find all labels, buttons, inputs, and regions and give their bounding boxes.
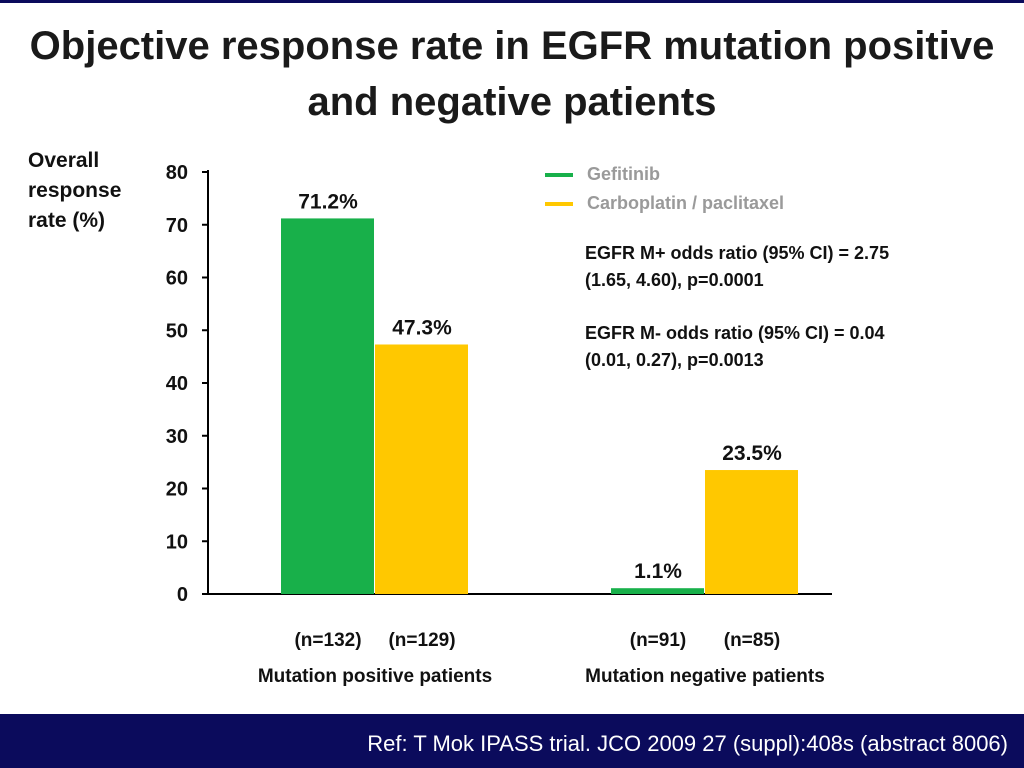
footer-reference: Ref: T Mok IPASS trial. JCO 2009 27 (sup…: [367, 731, 1008, 756]
footer-bar: Ref: T Mok IPASS trial. JCO 2009 27 (sup…: [0, 714, 1024, 768]
bar: [705, 470, 798, 594]
legend-item-gefitinib: Gefitinib: [545, 160, 784, 189]
slide-title: Objective response rate in EGFR mutation…: [29, 24, 995, 124]
y-tick-label: 10: [166, 531, 188, 553]
data-label: 23.5%: [722, 442, 782, 465]
y-tick-label: 20: [166, 479, 188, 501]
bar: [281, 218, 374, 595]
category-label: Mutation positive patients: [258, 666, 492, 687]
n-label: (n=132): [294, 630, 361, 651]
y-tick-label: 80: [166, 162, 188, 184]
legend: Gefitinib Carboplatin / paclitaxel: [545, 160, 784, 218]
legend-item-carboplatin: Carboplatin / paclitaxel: [545, 189, 784, 218]
bar: [375, 344, 468, 594]
y-tick-label: 0: [177, 584, 188, 606]
data-label: 47.3%: [392, 316, 452, 339]
y-tick-label: 70: [166, 215, 188, 237]
y-tick-label: 50: [166, 320, 188, 342]
odds-ratio-positive: EGFR M+ odds ratio (95% CI) = 2.75 (1.65…: [585, 243, 890, 290]
data-label: 1.1%: [634, 560, 682, 583]
n-label: (n=91): [630, 630, 687, 651]
n-label: (n=129): [388, 630, 455, 651]
y-tick-label: 60: [166, 268, 188, 290]
top-rule: [0, 0, 1024, 3]
chart: 0 10 20 30 40 50 60 70 80 71.2% (n=132) 47.3% (n=129…: [166, 162, 832, 687]
y-tick-label: 30: [166, 426, 188, 448]
bar: [611, 588, 704, 594]
n-label: (n=85): [724, 630, 781, 651]
legend-label-gefitinib: Gefitinib: [587, 164, 660, 184]
category-label: Mutation negative patients: [585, 666, 825, 687]
odds-ratio-annotations: EGFR M+ odds ratio (95% CI) = 2.75 (1.65…: [585, 240, 1005, 400]
legend-label-carboplatin: Carboplatin / paclitaxel: [587, 193, 785, 213]
legend-swatch-gefitinib: [545, 172, 573, 177]
legend-swatch-carboplatin: [545, 201, 573, 206]
data-label: 71.2%: [298, 190, 358, 213]
y-axis-title: Overall response rate (%): [28, 149, 122, 232]
odds-ratio-negative: EGFR M- odds ratio (95% CI) = 0.04 (0.01…: [585, 323, 885, 370]
y-tick-label: 40: [166, 373, 188, 395]
